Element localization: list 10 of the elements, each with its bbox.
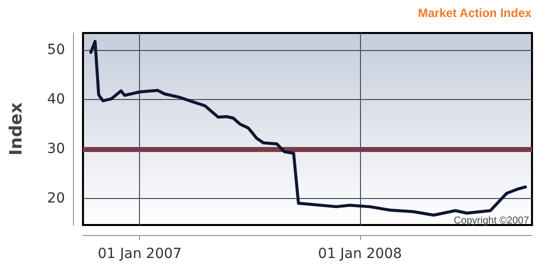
y-tick-label: 30 [47, 140, 65, 157]
line-series [89, 40, 527, 217]
annotation: Copyright ©2007 [454, 216, 530, 226]
x-tick-label: 01 Jan 2008 [318, 246, 402, 262]
y-tick-label: 40 [47, 91, 65, 108]
y-tick-label: 50 [47, 42, 65, 58]
y-axis-title: Index [6, 102, 26, 156]
x-tick-label: 01 Jan 2007 [98, 246, 182, 262]
y-tick-label: 20 [47, 190, 65, 206]
chart-title: Market Action Index [418, 6, 532, 20]
